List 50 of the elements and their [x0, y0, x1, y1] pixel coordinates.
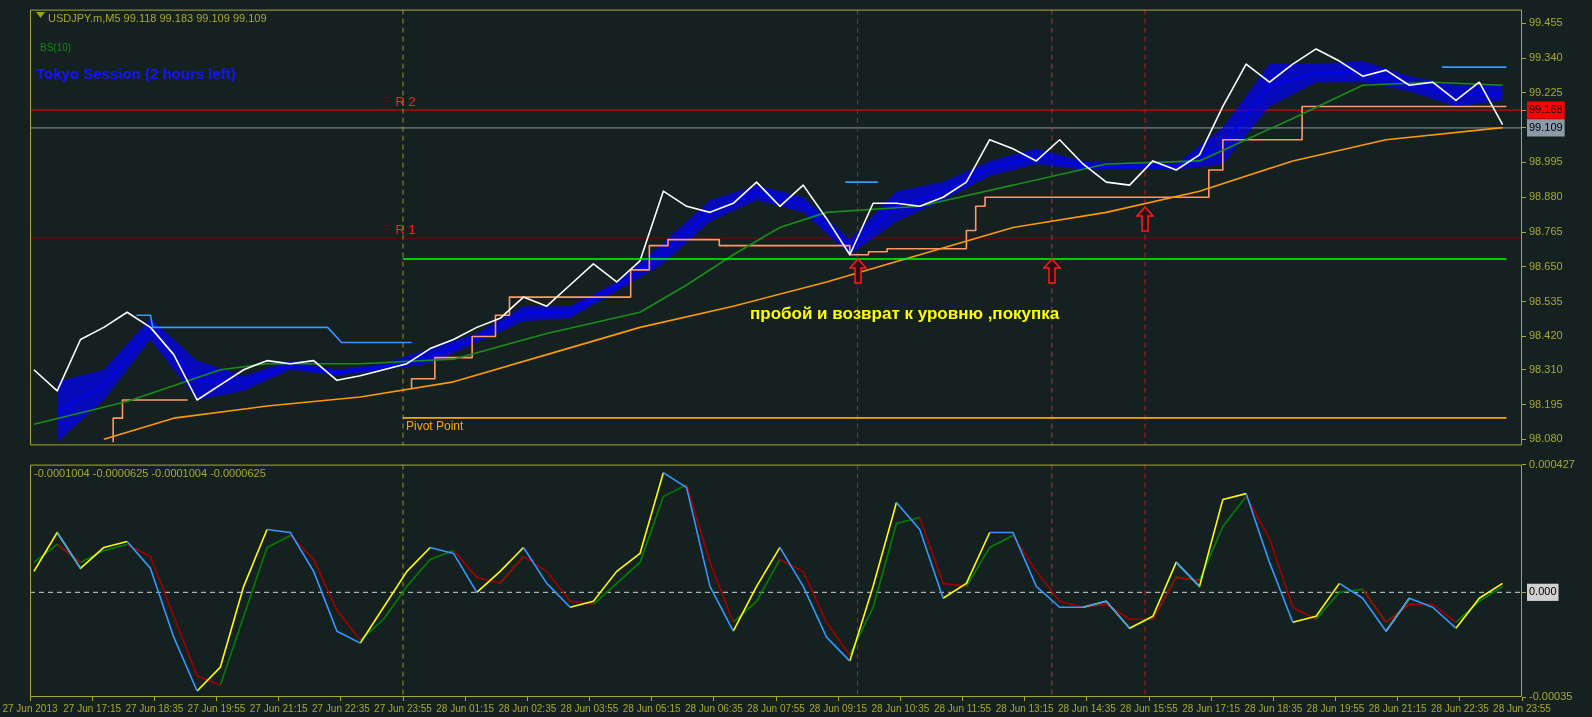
x-tick-label: 27 Jun 19:55: [187, 702, 246, 714]
x-tick-label: 28 Jun 02:35: [498, 702, 557, 714]
x-tick-label: 27 Jun 23:55: [374, 702, 433, 714]
y-tick-label: 99.340: [1529, 51, 1563, 64]
y-tick-label: 99.455: [1529, 16, 1563, 29]
x-tick-label: 28 Jun 18:35: [1244, 702, 1303, 714]
x-tick-label: 28 Jun 05:15: [622, 702, 682, 714]
x-tick-label: 28 Jun 01:15: [436, 702, 495, 714]
x-tick-label: 28 Jun 23:55: [1493, 702, 1552, 714]
x-tick-label: 28 Jun 03:55: [560, 702, 619, 714]
y-tick-label: 98.195: [1529, 397, 1563, 410]
x-tick-label: 27 Jun 18:35: [125, 702, 184, 714]
annotation: пробой и возврат к уровню ,покупка: [750, 303, 1060, 323]
x-tick-label: 27 Jun 22:35: [311, 702, 371, 714]
ref-line-label: R 2: [395, 94, 416, 110]
annotation: BS(10): [40, 42, 72, 54]
x-tick-label: 27 Jun 2013: [2, 702, 58, 714]
y-tick-label: -0.00035: [1529, 690, 1573, 703]
x-tick-label: 28 Jun 07:55: [747, 702, 806, 714]
ref-line-label: R 1: [395, 222, 416, 238]
x-tick-label: 28 Jun 11:55: [933, 702, 992, 714]
x-tick-label: 28 Jun 17:15: [1182, 702, 1241, 714]
x-tick-label: 28 Jun 14:35: [1057, 702, 1117, 714]
x-tick-label: 28 Jun 10:35: [871, 702, 930, 714]
y-tick-label: 98.995: [1529, 155, 1563, 168]
x-tick-label: 28 Jun 22:35: [1430, 702, 1490, 714]
y-tick-label: 99.109: [1529, 120, 1563, 133]
y-tick-label: 98.650: [1529, 259, 1563, 272]
y-tick-label: 99.225: [1529, 85, 1563, 98]
series-label: Pivot Point: [406, 419, 465, 434]
y-tick-label: 0.000: [1529, 585, 1557, 598]
y-tick-label: 98.880: [1529, 190, 1563, 203]
x-tick-label: 28 Jun 06:35: [684, 702, 744, 714]
x-tick-label: 28 Jun 19:55: [1306, 702, 1365, 714]
y-tick-label: 98.535: [1529, 294, 1563, 307]
y-tick-label: 98.310: [1529, 362, 1563, 375]
annotation: Tokyo Session (2 hours left): [36, 65, 236, 83]
chart-title: USDJPY.m,M5 99.118 99.183 99.109 99.109: [48, 12, 267, 25]
x-tick-label: 27 Jun 17:15: [63, 702, 122, 714]
x-tick-label: 28 Jun 13:15: [995, 702, 1055, 714]
x-tick-label: 28 Jun 15:55: [1120, 702, 1179, 714]
y-tick-label: 0.000427: [1529, 457, 1575, 470]
x-tick-label: 28 Jun 21:15: [1368, 702, 1428, 714]
x-tick-label: 28 Jun 09:15: [809, 702, 868, 714]
y-tick-label: 98.765: [1529, 225, 1563, 238]
y-tick-label: 98.080: [1529, 432, 1563, 445]
y-tick-label: 98.420: [1529, 329, 1563, 342]
chart-title: -0.0001004 -0.0000625 -0.0001004 -0.0000625: [34, 467, 266, 480]
x-tick-label: 27 Jun 21:15: [249, 702, 309, 714]
y-tick-label: 99.168: [1529, 103, 1563, 116]
